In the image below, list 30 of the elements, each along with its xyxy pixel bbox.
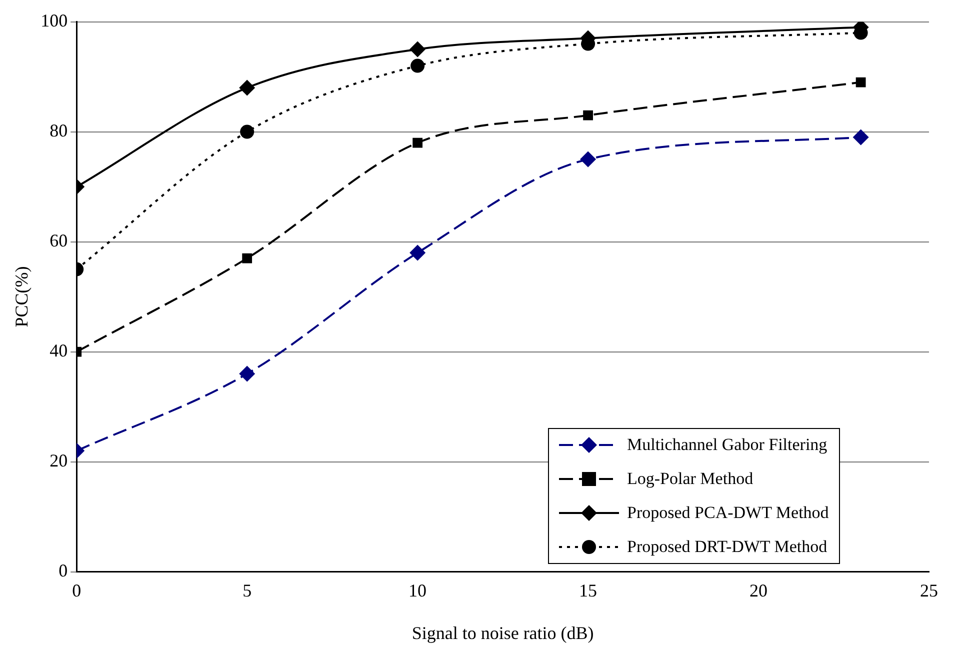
y-tick-label: 80 [50,120,68,141]
point [583,110,593,120]
point [856,77,866,88]
point [240,124,254,139]
x-tick-label: 25 [920,580,938,600]
y-tick-label: 60 [50,230,68,251]
legend-label: Proposed DRT-DWT Method [627,537,828,557]
legend-label: Log-Polar Method [627,469,754,489]
x-tick-label: 15 [579,580,598,600]
x-axis-title: Signal to noise ratio (dB) [412,622,594,643]
x-tick-label: 0 [72,580,82,600]
y-tick-label: 20 [50,450,68,471]
point [852,129,869,146]
point [412,138,423,148]
y-axis-title: PCC(%) [12,266,32,328]
point [242,253,252,264]
point [239,366,256,382]
point [239,80,256,96]
x-tick-label: 10 [408,580,427,600]
x-tick-label: 20 [750,580,768,600]
point [410,244,426,261]
point [410,41,426,58]
point [580,151,596,168]
y-tick-label: 100 [40,10,68,31]
point [410,58,425,73]
legend-label: Multichannel Gabor Filtering [627,435,828,455]
x-tick-label: 5 [242,580,252,600]
y-tick-label: 40 [50,340,68,361]
y-tick-label: 0 [58,560,68,581]
legend-label: Proposed PCA-DWT Method [627,503,829,523]
